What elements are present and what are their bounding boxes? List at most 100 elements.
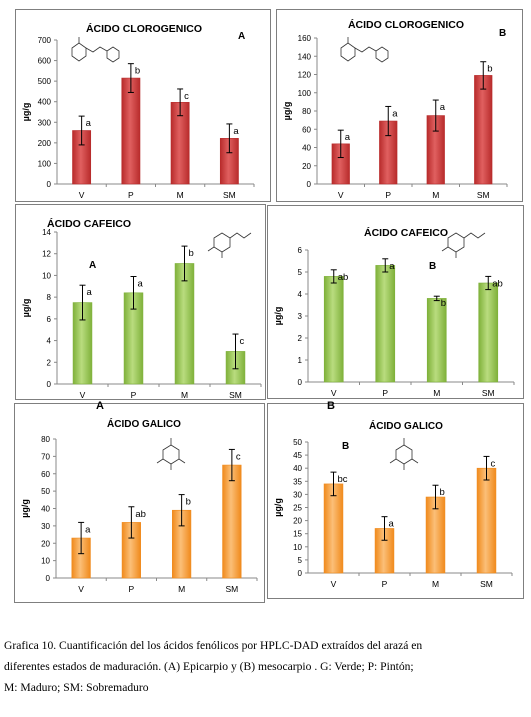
y-tick-label: 100: [38, 159, 52, 168]
gallic-acid-structure-icon: [156, 438, 186, 470]
x-tick-label: SM: [477, 190, 490, 200]
y-tick-label: 0: [46, 574, 51, 583]
ring: [340, 42, 356, 62]
chlorogenic-acid-structure-icon: [340, 37, 389, 63]
y-tick-label: 0: [298, 378, 303, 387]
chart-panel-clorogenico-b: ÁCIDO CLOROGENICO B 0 20 40 60 80 100 120 140 160 µ…: [276, 9, 523, 202]
x-tick-label: P: [385, 190, 391, 200]
y-tick-label: 15: [293, 530, 302, 539]
significance-letter: ab: [135, 509, 146, 520]
chart-title: ÁCIDO CLOROGENICO: [348, 18, 464, 31]
chart-panel-clorogenico-a: ÁCIDO CLOROGENICO A 0 100 200 300 400 500 600 700…: [15, 9, 271, 202]
y-tick-label: 2: [47, 358, 52, 367]
chain: [229, 232, 252, 239]
panel-letter: B: [342, 441, 349, 452]
y-tick-label: 20: [41, 539, 50, 548]
significance-letter: a: [392, 108, 398, 119]
significance-letter: b: [189, 248, 194, 259]
x-tick-label: V: [331, 388, 337, 398]
y-axis-label: µg/g: [273, 307, 283, 326]
y-axis-label: µg/g: [21, 103, 31, 122]
chart-panel-galico-b: ÁCIDO GALICO B 0 5 10 15 20 25 30 35 40 45 50 µg/g bc V…: [267, 403, 524, 599]
y-tick-label: 20: [293, 517, 302, 526]
chart-svg-galico-b: ÁCIDO GALICOB05101520253035404550µg/gbcV…: [273, 419, 513, 589]
y-tick-label: 40: [293, 464, 302, 473]
x-tick-label: P: [128, 190, 134, 200]
y-tick-label: 30: [41, 522, 50, 531]
significance-letter: c: [491, 458, 496, 469]
chart-title: ÁCIDO GALICO: [369, 419, 443, 432]
y-tick-label: 80: [302, 107, 311, 116]
y-tick-label: 70: [41, 452, 50, 461]
x-tick-label: V: [331, 579, 337, 589]
y-tick-label: 50: [41, 487, 50, 496]
ring: [447, 232, 465, 253]
significance-letter: a: [389, 261, 395, 272]
bar: [323, 276, 344, 383]
y-tick-label: 60: [41, 470, 50, 479]
bar: [121, 77, 141, 185]
significance-letter: a: [86, 118, 92, 129]
x-tick-label: V: [338, 190, 344, 200]
y-axis-label: µg/g: [21, 299, 31, 318]
panel-letter: A: [238, 31, 245, 42]
x-tick-label: SM: [482, 388, 495, 398]
panel-letter: A: [89, 260, 96, 271]
y-axis-label: µg/g: [282, 102, 292, 121]
bar: [323, 483, 344, 574]
chart-svg-cafeico-b: ÁCIDO CAFEICO B 0 1 2 3 4 5 6 µg/g ab Va Pb Mab SM: [273, 226, 515, 398]
y-tick-label: 5: [298, 268, 303, 277]
y-tick-label: 6: [47, 315, 52, 324]
significance-letter: b: [441, 298, 446, 309]
caffeic-acid-structure-icon: [207, 232, 252, 258]
y-tick-label: 2: [298, 334, 303, 343]
y-tick-label: 10: [293, 543, 302, 552]
chain: [85, 46, 108, 53]
y-tick-label: 0: [307, 180, 312, 189]
x-tick-label: M: [432, 579, 439, 589]
y-tick-label: 8: [47, 293, 52, 302]
x-tick-label: M: [178, 584, 185, 594]
gallic-acid-structure-icon: [389, 438, 419, 470]
y-tick-label: 120: [298, 71, 312, 80]
y-tick-label: 100: [298, 89, 312, 98]
x-tick-label: SM: [226, 584, 239, 594]
y-tick-label: 20: [302, 162, 311, 171]
y-axis-label: µg/g: [20, 499, 30, 518]
figure-caption: Grafica 10. Cuantificación del los ácido…: [4, 635, 526, 698]
x-tick-label: V: [79, 190, 85, 200]
x-tick-label: M: [433, 388, 440, 398]
panel-letter: B: [429, 261, 436, 272]
ring: [106, 46, 120, 63]
significance-letter: bc: [338, 474, 348, 485]
y-tick-label: 4: [298, 290, 303, 299]
y-tick-label: 35: [293, 477, 302, 486]
y-tick-label: 80: [41, 435, 50, 444]
y-tick-label: 300: [38, 118, 52, 127]
y-tick-label: 12: [42, 250, 51, 259]
significance-letter: a: [389, 519, 395, 530]
x-tick-label: P: [382, 388, 388, 398]
bar: [478, 282, 499, 383]
significance-letter: c: [236, 451, 241, 462]
chart-svg-cafeico-a: ÁCIDO CAFEICO A 0 2 4 6 8 10 12 14 µg/g a Va Pb Mc SM: [21, 217, 262, 400]
significance-letter: a: [138, 279, 144, 290]
outer-label-b: B: [327, 400, 335, 412]
x-tick-label: M: [177, 190, 184, 200]
significance-letter: b: [135, 66, 140, 77]
y-tick-label: 10: [41, 557, 50, 566]
y-tick-label: 0: [47, 380, 52, 389]
chart-title: ÁCIDO CAFEICO: [364, 226, 448, 239]
x-tick-label: V: [80, 390, 86, 400]
y-tick-label: 0: [298, 569, 303, 578]
y-tick-label: 10: [42, 271, 51, 280]
significance-letter: c: [184, 91, 189, 102]
caption-line-1: Grafica 10. Cuantificación del los ácido…: [4, 639, 423, 652]
caption-line-3: M: Maduro; SM: Sobremaduro: [4, 681, 149, 694]
y-tick-label: 30: [293, 490, 302, 499]
chart-svg-clorogenico-a: ÁCIDO CLOROGENICO A 0 100 200 300 400 500 600 700…: [21, 22, 255, 200]
ring: [395, 444, 413, 465]
bond: [156, 458, 164, 464]
